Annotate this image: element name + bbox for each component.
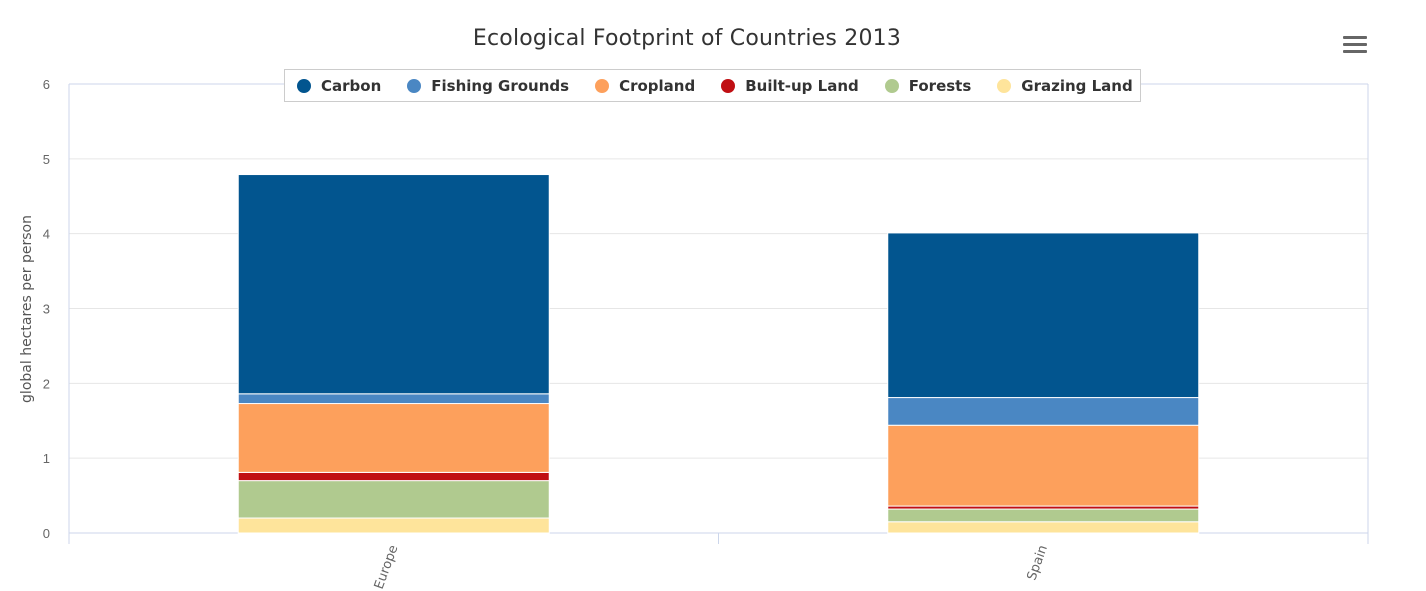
bar-segment-cropland[interactable] [237,403,550,473]
bar-segment-carbon[interactable] [887,232,1200,399]
y-tick-label: 4 [43,227,50,242]
bar-segment-grazing-land[interactable] [887,521,1200,534]
legend-label: Carbon [321,76,382,95]
bar-segment-forests[interactable] [237,480,550,519]
legend-label: Cropland [619,76,696,95]
bar-segment-cropland[interactable] [887,424,1200,507]
x-tick-label: Spain [1024,543,1051,582]
legend-label: Built-up Land [745,76,859,95]
legend-item[interactable]: Carbon [297,77,381,95]
legend-item[interactable]: Forests [884,76,972,95]
legend: Carbon Fishing Grounds Cropland Built-up La… [284,69,1141,102]
y-tick-label: 3 [43,302,50,317]
legend-label: Forests [908,76,972,95]
legend-item[interactable]: Cropland [595,77,695,95]
bar-segment-fishing-grounds[interactable] [887,397,1200,426]
legend-marker [595,78,610,93]
legend-label: Grazing Land [1021,76,1133,95]
legend-marker [721,78,736,93]
legend-item[interactable]: Grazing Land [997,76,1133,95]
y-tick-label: 0 [43,526,50,541]
legend-label: Fishing Grounds [431,76,570,95]
legend-marker [884,78,899,93]
bar-segment-grazing-land[interactable] [237,517,550,534]
y-tick-label: 2 [43,376,50,391]
y-tick-label: 6 [43,77,50,92]
y-tick-label: 5 [43,152,50,167]
legend-marker [297,78,311,93]
legend-item[interactable]: Fishing Grounds [407,77,569,95]
hamburger-menu-icon[interactable] [1343,36,1367,56]
legend-item[interactable]: Built-up Land [721,77,859,95]
legend-marker [407,78,422,93]
bar-segment-carbon[interactable] [237,174,550,395]
x-tick-label: Europe [372,543,402,591]
y-axis-label: global hectares per person [19,215,35,403]
legend-marker [997,78,1012,93]
bar-segment-built-up-land[interactable] [237,471,550,482]
bar-segment-forests[interactable] [887,508,1200,523]
chart-title: Ecological Footprint of Countries 2013 [472,26,902,51]
y-tick-label: 1 [43,451,50,466]
bar-segment-fishing-grounds[interactable] [237,393,550,405]
